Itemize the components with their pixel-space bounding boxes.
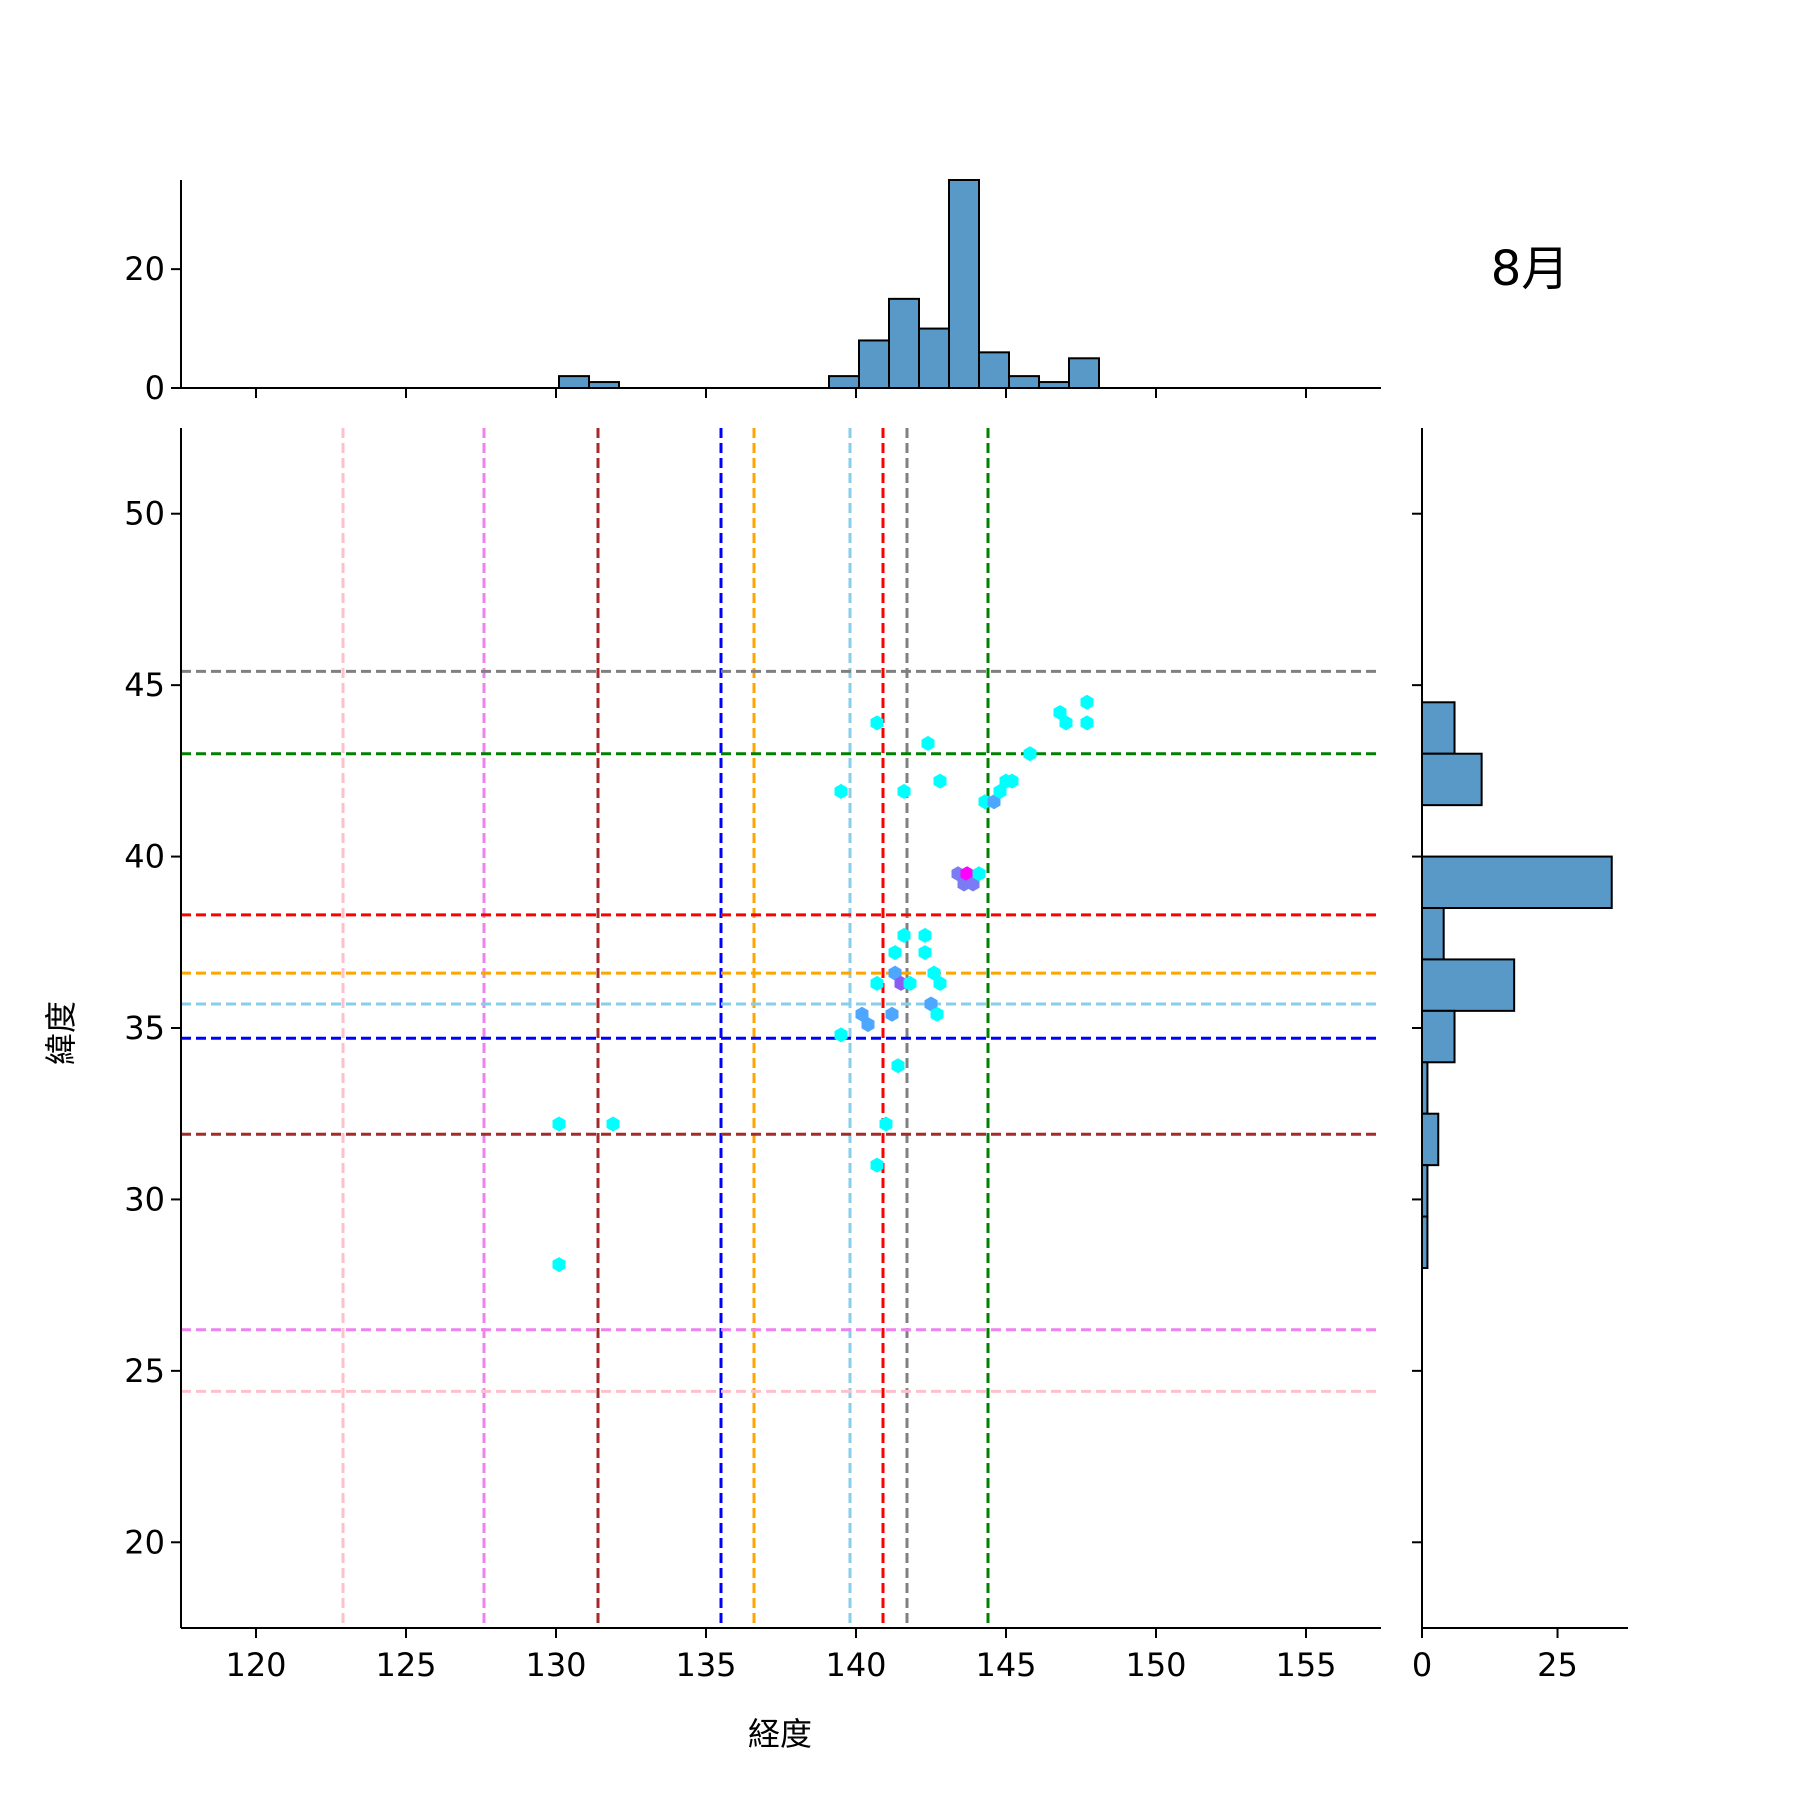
top-hist-bar: [828, 375, 860, 390]
x-tick-label: 125: [375, 1646, 436, 1684]
y-tick-label: 30: [124, 1180, 165, 1218]
top-hist-bar: [888, 297, 920, 390]
x-tick-label: 150: [1125, 1646, 1186, 1684]
hexbin-cell: [987, 794, 1001, 810]
y-tick-label: 45: [124, 666, 165, 704]
hexbin-cell: [1080, 715, 1094, 731]
hexbin-cell: [921, 735, 935, 751]
x-tick-label: 155: [1275, 1646, 1336, 1684]
right-hist-bar: [1421, 1009, 1456, 1064]
top-hist-bar: [918, 327, 950, 390]
hexbin-cell: [1059, 715, 1073, 731]
y-tick-label: 35: [124, 1009, 165, 1047]
hexbin-cell: [861, 1017, 875, 1033]
hexbin-cell: [834, 783, 848, 799]
y-axis-label: 緯度: [42, 1001, 80, 1065]
right-hist-bar: [1421, 958, 1516, 1012]
hexbin-cell: [933, 975, 947, 991]
top-hist-bar: [1008, 375, 1040, 390]
right-hist-x-tick-label: 25: [1537, 1646, 1578, 1684]
top-hist-bar: [978, 351, 1010, 390]
hexbin-cell: [552, 1116, 566, 1132]
right-hist-bar: [1421, 701, 1456, 755]
hexbin-cell: [993, 783, 1007, 799]
reference-lines-layer: [181, 428, 1381, 1628]
top-hist-bar: [558, 375, 590, 390]
hexbin-cell: [870, 715, 884, 731]
hexbin-cell: [888, 965, 902, 981]
top-hist-y-tick-label: 20: [124, 250, 165, 288]
top-hist-bar: [858, 339, 890, 390]
hexbin-cell: [1023, 746, 1037, 762]
x-tick-label: 145: [975, 1646, 1036, 1684]
hexbin-cell: [891, 1058, 905, 1074]
y-tick-label: 25: [124, 1352, 165, 1390]
right-marginal-histogram: 0 25: [1412, 428, 1628, 1684]
hexbin-cell: [918, 945, 932, 961]
hexbin-cell: [879, 1116, 893, 1132]
month-annotation: 8月: [1491, 241, 1570, 297]
top-hist-y-tick-label: 0: [145, 369, 165, 407]
hexbin-cell: [1053, 705, 1067, 721]
y-tick-label: 50: [124, 495, 165, 533]
hexbin-cell: [855, 1006, 869, 1022]
hexbin-cell: [924, 996, 938, 1012]
right-hist-bar: [1421, 907, 1445, 961]
hexbin-cell: [972, 866, 986, 882]
right-hist-x-tick-label: 0: [1412, 1646, 1432, 1684]
hexbin-cell: [1080, 694, 1094, 710]
hexbin-cell: [930, 1006, 944, 1022]
y-tick-label: 40: [124, 838, 165, 876]
hexbin-layer: [552, 694, 1094, 1273]
hexbin-cell: [885, 1006, 899, 1022]
top-marginal-histogram: 0 20: [124, 179, 1381, 407]
hexbin-cell: [966, 876, 980, 892]
hexbin-cell: [552, 1257, 566, 1273]
top-hist-bar: [1068, 357, 1100, 389]
x-tick-label: 130: [525, 1646, 586, 1684]
hexbin-cell: [918, 927, 932, 943]
right-hist-bar: [1421, 752, 1483, 807]
hexbin-cell: [933, 773, 947, 789]
x-tick-label: 135: [675, 1646, 736, 1684]
x-tick-label: 120: [225, 1646, 286, 1684]
hexbin-cell: [834, 1027, 848, 1043]
hexbin-cell: [903, 975, 917, 991]
hexbin-cell: [897, 927, 911, 943]
hexbin-cell: [960, 866, 974, 882]
hexbin-cell: [870, 1157, 884, 1173]
hexbin-cell: [927, 965, 941, 981]
hexbin-cell: [897, 783, 911, 799]
y-tick-label: 20: [124, 1523, 165, 1561]
x-tick-label: 140: [825, 1646, 886, 1684]
hexbin-cell: [1005, 773, 1019, 789]
hexbin-cell: [888, 945, 902, 961]
main-axes: 120 125 130 135 140 145 150 155 20 25 30 35 40 45 50: [124, 388, 1422, 1684]
x-axis-label: 経度: [748, 1715, 812, 1753]
hexbin-cell: [870, 975, 884, 991]
top-hist-bar: [948, 179, 980, 389]
hexbin-cell: [606, 1116, 620, 1132]
right-hist-bar: [1421, 855, 1613, 909]
right-hist-bar: [1421, 1112, 1440, 1167]
